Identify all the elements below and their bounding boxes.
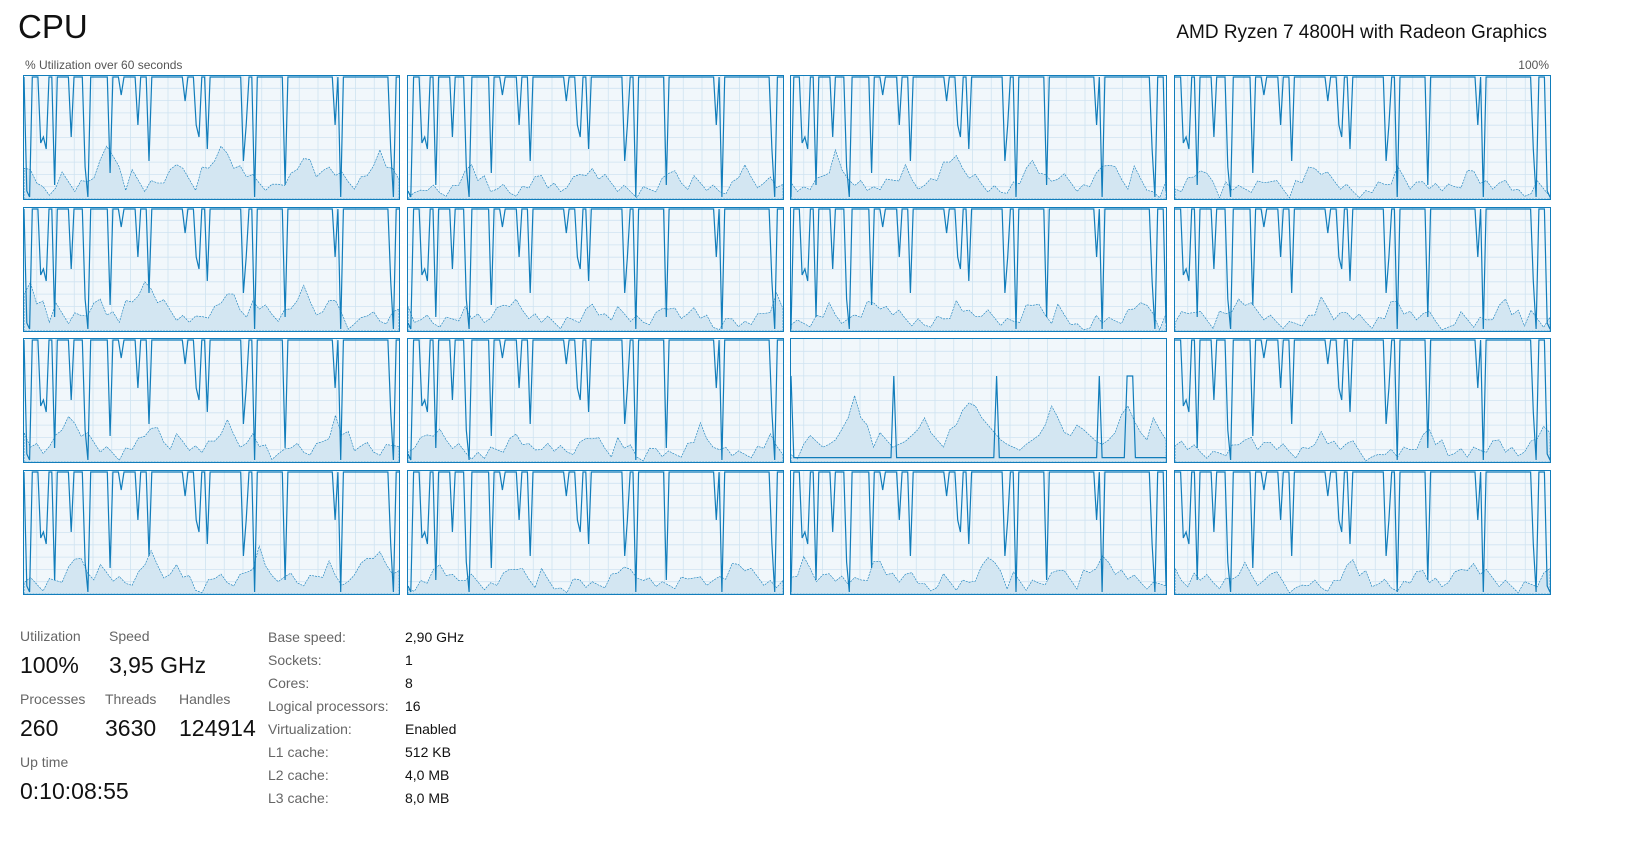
logical-processor-graphs[interactable] xyxy=(23,75,1551,596)
property-value: 8,0 MB xyxy=(405,790,450,806)
cpu-model-name: AMD Ryzen 7 4800H with Radeon Graphics xyxy=(1176,22,1547,43)
cpu-graph-svg xyxy=(24,207,399,331)
graph-gridlines xyxy=(407,76,783,199)
cpu-graph-svg xyxy=(407,76,783,199)
property-value: 512 KB xyxy=(405,744,451,760)
logical-processor-graph[interactable] xyxy=(790,469,1168,595)
logical-processor-graph[interactable] xyxy=(406,206,784,332)
property-value: 8 xyxy=(405,675,413,691)
page-title: CPU xyxy=(18,8,88,45)
graph-caption: % Utilization over 60 seconds xyxy=(25,58,183,72)
graph-gridlines xyxy=(1174,339,1550,462)
utilization-line xyxy=(24,339,399,461)
utilization-line xyxy=(791,375,1167,459)
logical-processor-graph[interactable] xyxy=(406,338,784,463)
kernel-time-area xyxy=(1174,295,1550,331)
speed-value: 3,95 GHz xyxy=(109,652,207,678)
property-key: L3 cache: xyxy=(268,790,329,806)
graph-max-label: 100% xyxy=(1518,58,1549,72)
property-value: 4,0 MB xyxy=(405,767,450,783)
kernel-time-area xyxy=(791,299,1167,331)
property-key: L1 cache: xyxy=(268,744,329,760)
logical-processor-graph[interactable] xyxy=(1173,75,1551,200)
kernel-time-area xyxy=(24,280,399,331)
cpu-graph-svg xyxy=(407,339,783,462)
utilization-value: 100% xyxy=(20,652,79,678)
kernel-time-area xyxy=(791,554,1167,594)
cpu-graph-svg xyxy=(1174,470,1550,594)
uptime-value: 0:10:08:55 xyxy=(20,778,129,804)
kernel-time-area xyxy=(1174,165,1550,199)
speed-label: Speed xyxy=(109,628,150,644)
utilization-label: Utilization xyxy=(20,628,81,644)
logical-processor-graph[interactable] xyxy=(790,206,1168,332)
property-value: 2,90 GHz xyxy=(405,629,465,645)
property-key: Virtualization: xyxy=(268,721,352,737)
uptime-label: Up time xyxy=(20,754,69,770)
handles-label: Handles xyxy=(179,691,231,707)
threads-value: 3630 xyxy=(105,715,157,741)
utilization-line xyxy=(1174,339,1550,461)
threads-label: Threads xyxy=(105,691,157,707)
cpu-graph-svg xyxy=(24,76,399,199)
utilization-line xyxy=(1174,207,1550,329)
kernel-time-area xyxy=(1174,558,1550,594)
cpu-graph-svg xyxy=(791,207,1167,331)
kernel-time-area xyxy=(1174,425,1550,462)
cpu-graph-svg xyxy=(24,339,399,462)
logical-processor-graph[interactable] xyxy=(1173,469,1551,595)
logical-processor-graph[interactable] xyxy=(790,75,1168,200)
logical-processor-graph[interactable] xyxy=(1173,206,1551,332)
kernel-time-area xyxy=(24,414,399,462)
property-key: Cores: xyxy=(268,675,310,691)
logical-processor-graph[interactable] xyxy=(23,469,400,595)
utilization-line xyxy=(407,339,783,461)
utilization-line xyxy=(24,76,399,198)
utilization-line xyxy=(407,470,783,592)
kernel-time-area xyxy=(24,544,399,594)
kernel-time-area xyxy=(407,562,783,594)
cpu-graph-svg xyxy=(791,339,1167,462)
kernel-time-area xyxy=(407,291,783,331)
utilization-line xyxy=(1174,76,1550,198)
logical-processor-graph[interactable] xyxy=(23,206,400,332)
logical-processor-graph[interactable] xyxy=(406,469,784,595)
cpu-graph-svg xyxy=(791,470,1167,594)
logical-processor-graph[interactable] xyxy=(406,75,784,200)
property-value: 1 xyxy=(405,652,413,668)
processes-label: Processes xyxy=(20,691,86,707)
logical-processor-graph[interactable] xyxy=(23,75,400,200)
property-value: Enabled xyxy=(405,721,457,737)
utilization-line xyxy=(1174,470,1550,592)
cpu-graph-svg xyxy=(1174,76,1550,199)
property-key: Sockets: xyxy=(268,652,322,668)
kernel-time-area xyxy=(407,164,783,199)
cpu-graph-svg xyxy=(407,470,783,594)
utilization-line xyxy=(407,207,783,329)
property-key: L2 cache: xyxy=(268,767,329,783)
utilization-line xyxy=(791,207,1167,329)
cpu-graph-svg xyxy=(1174,207,1550,331)
cpu-graph-svg xyxy=(407,207,783,331)
utilization-line xyxy=(24,470,399,592)
utilization-line xyxy=(24,207,399,329)
kernel-time-area xyxy=(791,394,1167,462)
property-value: 16 xyxy=(405,698,421,714)
kernel-time-area xyxy=(407,421,783,462)
utilization-line xyxy=(791,470,1167,592)
property-key: Logical processors: xyxy=(268,698,389,714)
logical-processor-graph[interactable] xyxy=(23,338,400,463)
cpu-graph-svg xyxy=(24,470,399,594)
processes-value: 260 xyxy=(20,715,59,741)
utilization-line xyxy=(791,76,1167,198)
logical-processor-graph[interactable] xyxy=(790,338,1168,463)
cpu-graph-svg xyxy=(1174,339,1550,462)
kernel-time-area xyxy=(24,145,399,199)
kernel-time-area xyxy=(791,148,1167,199)
property-key: Base speed: xyxy=(268,629,346,645)
utilization-line xyxy=(407,76,783,198)
cpu-graph-svg xyxy=(791,76,1167,199)
handles-value: 124914 xyxy=(179,715,256,741)
logical-processor-graph[interactable] xyxy=(1173,338,1551,463)
